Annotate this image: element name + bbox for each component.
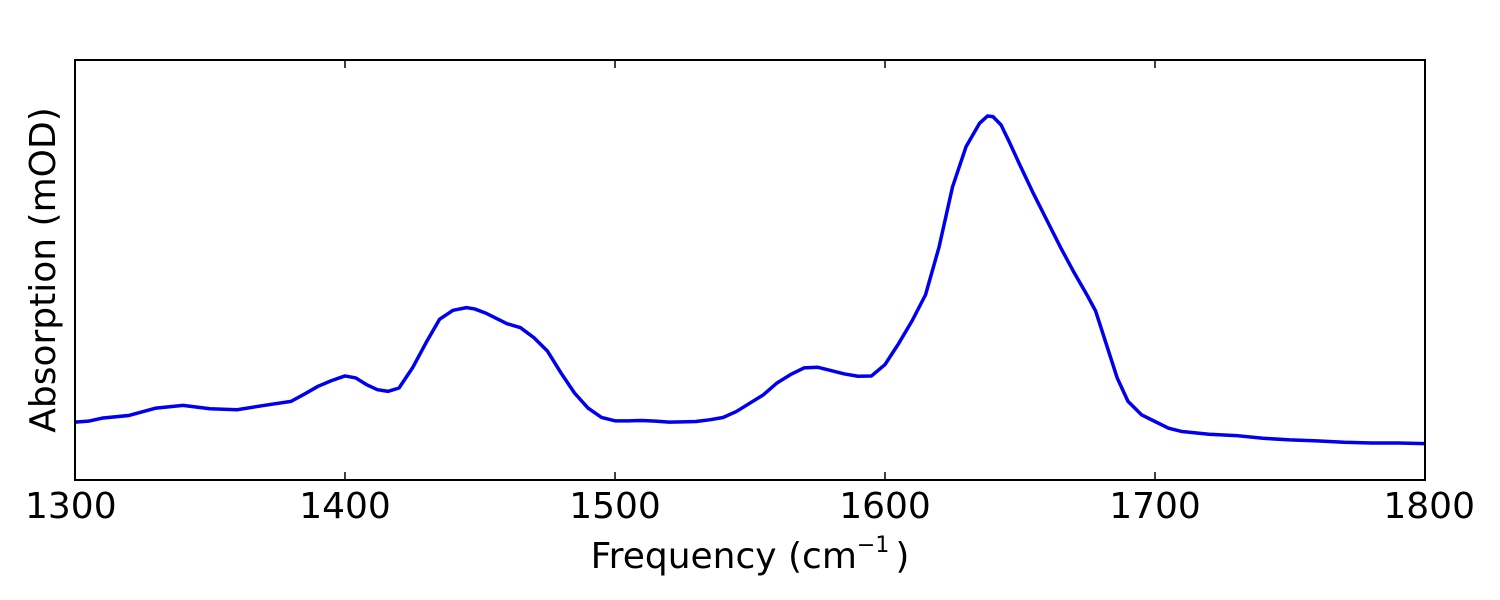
x-tick-label: 1800 xyxy=(1383,486,1475,527)
x-axis-label-text: Frequency (cm xyxy=(591,536,857,577)
y-axis-label: Absorption (mOD) xyxy=(23,107,64,433)
x-tick-label: 1400 xyxy=(299,486,391,527)
x-axis-label: Frequency (cm−1) xyxy=(591,533,910,577)
spectrum-line xyxy=(74,114,1426,446)
x-tick-label: 1300 xyxy=(25,486,117,527)
x-axis-label-sup: −1 xyxy=(857,533,889,558)
x-axis-label-close: ) xyxy=(895,536,909,577)
plot-area xyxy=(74,114,1426,446)
plot-frame xyxy=(74,59,1426,481)
x-tick-label: 1700 xyxy=(1109,486,1201,527)
x-tick-label: 1500 xyxy=(569,486,661,527)
x-axis-ticks: 1300 1400 1500 1600 1700 1800 xyxy=(25,60,1475,527)
x-tick-label: 1600 xyxy=(839,486,931,527)
